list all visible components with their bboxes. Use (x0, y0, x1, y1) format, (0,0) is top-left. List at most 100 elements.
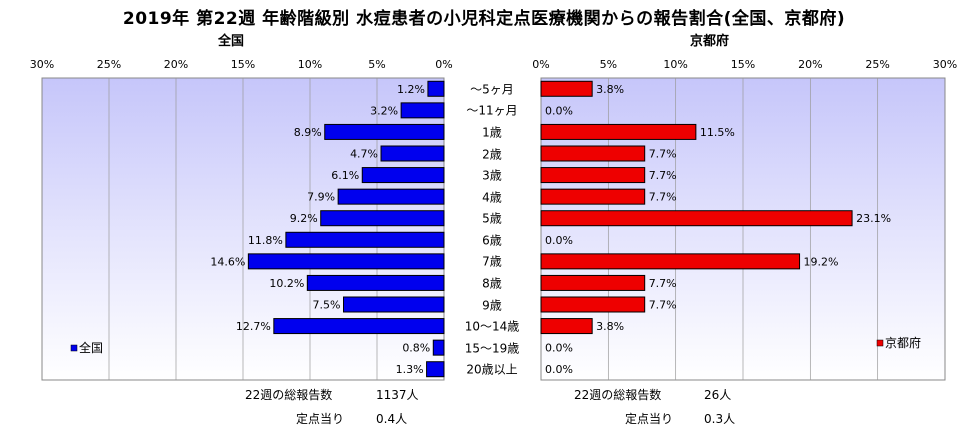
national-bar (432, 339, 445, 356)
national-value-label: 3.2% (370, 104, 398, 117)
national-bar (427, 80, 445, 97)
national-value-label: 7.5% (313, 299, 341, 312)
kyoto-legend-label: 京都府 (885, 335, 921, 350)
category-label: 9歳 (482, 298, 502, 312)
national-value-label: 0.8% (402, 342, 430, 355)
national-bar (400, 102, 445, 119)
national-tick-label: 20% (163, 58, 189, 71)
national-value-label: 4.7% (350, 148, 378, 161)
national-tick-label: 5% (368, 58, 386, 71)
kyoto-value-label: 3.8% (596, 320, 624, 333)
kyoto-tick-label: 10% (663, 58, 688, 71)
kyoto-value-label: 7.7% (649, 148, 677, 161)
national-value-label: 14.6% (210, 255, 245, 268)
national-bars (247, 80, 445, 378)
kyoto-value-label: 0.0% (545, 363, 573, 376)
kyoto-value-label: 11.5% (700, 126, 735, 139)
national-per-label: 定点当り (296, 412, 345, 426)
national-bar (337, 188, 445, 205)
category-label: 6歳 (482, 233, 502, 248)
kyoto-value-label: 19.2% (804, 255, 839, 268)
kyoto-value-label: 0.0% (545, 104, 573, 117)
national-value-label: 11.8% (248, 234, 283, 247)
national-bar (285, 231, 445, 248)
national-tick-label: 0% (435, 58, 453, 71)
national-value-label: 8.9% (294, 126, 322, 139)
kyoto-value-label: 0.0% (545, 342, 573, 355)
kyoto-legend-swatch (876, 339, 884, 347)
kyoto-value-label: 3.8% (596, 83, 624, 96)
national-value-label: 10.2% (269, 277, 304, 290)
kyoto-tick-label: 20% (798, 58, 823, 71)
national-bar (361, 167, 445, 184)
kyoto-value-label: 7.7% (649, 191, 677, 204)
kyoto-value-label: 7.7% (649, 169, 677, 182)
category-label: 7歳 (482, 254, 502, 269)
kyoto-value-label: 7.7% (649, 299, 677, 312)
kyoto-bars (540, 80, 853, 335)
national-total-label: 22週の総報告数 (245, 388, 333, 402)
kyoto-panel-title: 京都府 (690, 34, 730, 49)
category-label: ～5ヶ月 (470, 82, 514, 97)
kyoto-tick-label: 0% (532, 58, 550, 71)
kyoto-tick-label: 15% (730, 58, 756, 71)
kyoto-value-label: 23.1% (856, 212, 891, 225)
category-label: 5歳 (482, 211, 502, 226)
category-label: 3歳 (482, 168, 502, 183)
national-per-value: 0.4人 (376, 412, 408, 426)
national-total-value: 1137人 (376, 388, 419, 402)
category-label: 4歳 (482, 190, 502, 205)
category-label: 20歳以上 (466, 362, 518, 377)
national-value-label: 1.2% (397, 83, 425, 96)
national-tick-label: 25% (96, 58, 122, 71)
kyoto-tick-label: 30% (932, 58, 958, 71)
kyoto-per-value: 0.3人 (704, 412, 736, 426)
national-bar (324, 123, 445, 140)
category-label: 2歳 (482, 147, 502, 161)
category-label: 10～14歳 (464, 319, 520, 334)
kyoto-value-label: 7.7% (649, 277, 677, 290)
national-value-label: 7.9% (307, 191, 335, 204)
kyoto-total-label: 22週の総報告数 (574, 388, 662, 402)
kyoto-bar (540, 296, 646, 313)
kyoto-bar (540, 253, 801, 270)
national-tick-label: 30% (29, 58, 55, 71)
kyoto-bar (540, 318, 593, 335)
national-bar (273, 318, 445, 335)
category-label: ～11ヶ月 (466, 103, 518, 118)
kyoto-per-label: 定点当り (625, 412, 674, 426)
national-bar (343, 296, 445, 313)
category-label: 15～19歳 (464, 341, 520, 356)
kyoto-total-value: 26人 (704, 388, 732, 402)
kyoto-bar (540, 188, 646, 205)
kyoto-bar (540, 80, 593, 97)
kyoto-bar (540, 167, 646, 184)
national-tick-label: 15% (230, 58, 256, 71)
kyoto-tick-label: 25% (865, 58, 890, 71)
kyoto-tick-label: 5% (599, 58, 618, 71)
national-bar (426, 361, 445, 378)
national-legend-swatch (70, 344, 78, 352)
national-tick-label: 10% (297, 58, 323, 71)
national-value-label: 9.2% (290, 212, 318, 225)
national-value-labels: 1.2% 3.2% 8.9% 4.7% 6.1% 7.9% 9.2% 11.8%14.6% 10… (210, 83, 430, 376)
national-legend-label: 全国 (79, 340, 103, 355)
national-value-label: 6.1% (331, 169, 359, 182)
kyoto-value-label: 0.0% (545, 234, 573, 247)
kyoto-bar (540, 123, 697, 140)
kyoto-bar (540, 210, 853, 227)
national-bar (247, 253, 445, 270)
national-panel-title: 全国 (218, 34, 245, 49)
national-value-label: 12.7% (236, 320, 271, 333)
chart-title: 2019年 第22週 年齢階級別 水痘患者の小児科定点医療機関からの報告割合(全… (122, 9, 846, 29)
national-bar (306, 274, 445, 291)
category-label: 1歳 (482, 125, 502, 140)
category-label: 8歳 (482, 276, 502, 291)
kyoto-bar (540, 145, 646, 162)
national-value-label: 1.3% (396, 363, 424, 376)
kyoto-bar (540, 274, 646, 291)
national-bar (320, 210, 445, 227)
kyoto-value-labels: 3.8% 0.0% 11.5% 7.7% 7.7% 7.7% 23.1% 0.0% 19.2% 7… (545, 83, 891, 376)
national-bar (380, 145, 445, 162)
